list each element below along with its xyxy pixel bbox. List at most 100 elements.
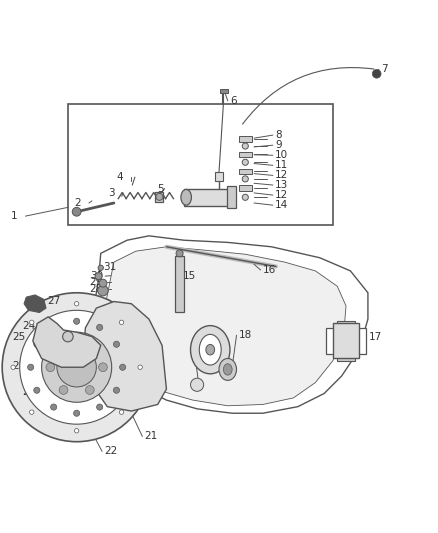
Polygon shape (94, 236, 368, 413)
Text: 27: 27 (47, 296, 60, 305)
Bar (239, 169, 252, 174)
Text: 7: 7 (381, 64, 388, 75)
Circle shape (34, 341, 40, 348)
Circle shape (95, 273, 102, 280)
Bar (333, 324, 359, 359)
Circle shape (176, 250, 183, 257)
Bar (337, 321, 355, 361)
Polygon shape (104, 247, 346, 406)
Text: 23: 23 (23, 387, 36, 397)
Ellipse shape (206, 344, 215, 355)
Circle shape (242, 143, 248, 149)
Text: 3: 3 (109, 188, 115, 198)
Text: 16: 16 (263, 265, 276, 275)
Circle shape (59, 340, 68, 349)
Bar (68, 104, 333, 225)
Circle shape (120, 364, 126, 370)
Circle shape (74, 429, 79, 433)
Text: 13: 13 (275, 180, 288, 190)
Circle shape (34, 387, 40, 393)
Text: 4: 4 (117, 172, 124, 182)
Ellipse shape (199, 334, 221, 365)
Text: 1: 1 (11, 211, 18, 221)
Polygon shape (24, 295, 46, 312)
Bar (239, 185, 252, 191)
Circle shape (63, 332, 73, 342)
Text: 17: 17 (369, 332, 382, 342)
Circle shape (156, 193, 163, 200)
Text: 26: 26 (23, 347, 36, 357)
Circle shape (74, 410, 80, 416)
Circle shape (98, 285, 108, 296)
Circle shape (29, 320, 34, 325)
Circle shape (42, 332, 112, 402)
Circle shape (98, 265, 103, 270)
Circle shape (242, 159, 248, 165)
Text: 15: 15 (183, 271, 196, 281)
Circle shape (51, 325, 57, 330)
Circle shape (120, 320, 124, 325)
Text: 19: 19 (215, 341, 228, 351)
Circle shape (85, 340, 94, 349)
Bar (239, 136, 252, 142)
Text: 9: 9 (275, 140, 282, 150)
Text: 22: 22 (104, 446, 117, 456)
Ellipse shape (191, 326, 230, 374)
Text: 21: 21 (145, 431, 158, 441)
Bar (239, 152, 252, 157)
Bar (155, 192, 163, 201)
Bar (175, 255, 184, 312)
Text: 24: 24 (23, 374, 36, 384)
Text: 6: 6 (230, 96, 237, 106)
Text: 30: 30 (90, 271, 103, 281)
Text: 29: 29 (90, 277, 103, 287)
Circle shape (138, 365, 142, 369)
Circle shape (99, 363, 107, 372)
Circle shape (29, 410, 34, 414)
Text: 25: 25 (12, 332, 25, 342)
Text: 10: 10 (275, 150, 288, 160)
Text: 24: 24 (23, 321, 36, 330)
Circle shape (57, 348, 96, 387)
Circle shape (99, 279, 107, 287)
Bar (227, 187, 236, 208)
Text: 14: 14 (275, 200, 288, 210)
Bar (326, 328, 366, 354)
Circle shape (242, 176, 248, 182)
Circle shape (74, 318, 80, 324)
Text: 20: 20 (198, 357, 211, 367)
Circle shape (120, 410, 124, 414)
Ellipse shape (181, 189, 191, 205)
Circle shape (72, 207, 81, 216)
Circle shape (28, 364, 34, 370)
Circle shape (96, 325, 102, 330)
Circle shape (242, 194, 248, 200)
Circle shape (11, 365, 15, 369)
Circle shape (20, 310, 134, 424)
Text: 5: 5 (157, 183, 163, 193)
Bar (184, 189, 228, 206)
Circle shape (113, 387, 120, 393)
Circle shape (191, 378, 204, 391)
Text: 28: 28 (90, 284, 103, 294)
Ellipse shape (223, 364, 232, 375)
Polygon shape (83, 302, 166, 411)
Text: 8: 8 (275, 130, 282, 140)
Text: 12: 12 (275, 190, 288, 200)
Circle shape (113, 341, 120, 348)
Text: 12: 12 (275, 171, 288, 180)
Text: 31: 31 (103, 262, 116, 271)
Circle shape (96, 404, 102, 410)
Bar (220, 89, 228, 93)
Circle shape (46, 363, 55, 372)
Text: 18: 18 (239, 330, 252, 340)
Text: 11: 11 (275, 160, 288, 171)
Bar (215, 172, 223, 181)
Ellipse shape (219, 359, 237, 381)
Circle shape (85, 385, 94, 394)
Polygon shape (33, 317, 101, 367)
Circle shape (50, 404, 57, 410)
Circle shape (2, 293, 151, 442)
Circle shape (372, 69, 381, 78)
Circle shape (59, 385, 68, 394)
